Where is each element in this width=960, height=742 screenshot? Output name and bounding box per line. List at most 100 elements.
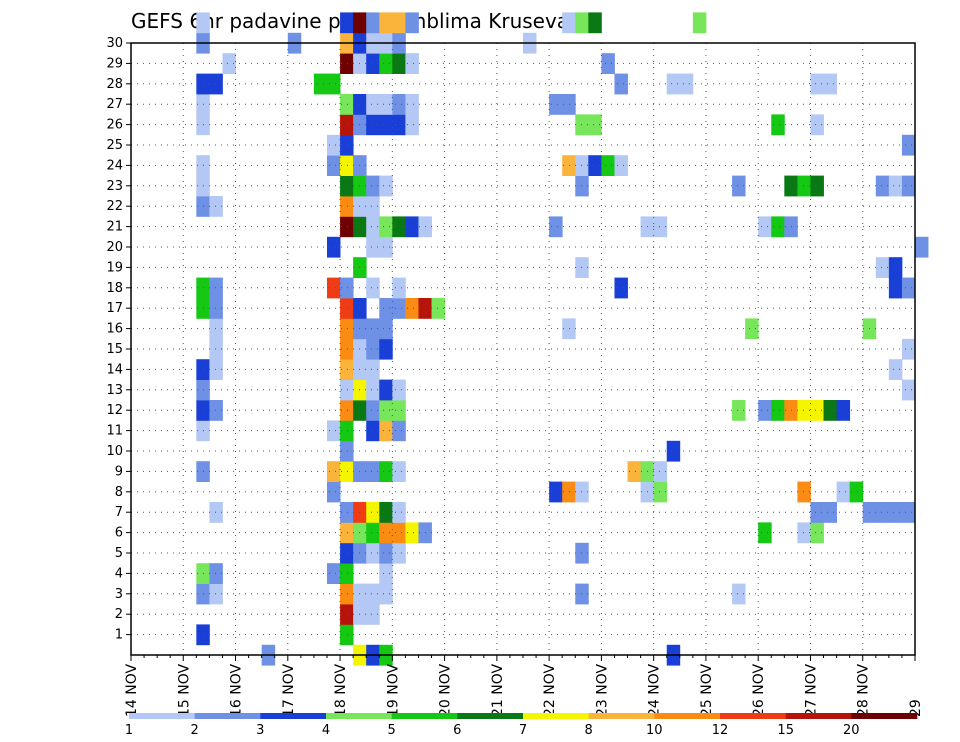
heatmap-cell	[562, 481, 576, 503]
colorbar-label: 6	[453, 723, 461, 738]
heatmap-cell	[366, 236, 380, 258]
heatmap-cell	[340, 420, 354, 442]
heatmap-cell	[379, 236, 393, 258]
colorbar-swatch	[391, 713, 458, 719]
heatmap-cell	[758, 400, 772, 421]
heatmap-cell	[392, 502, 406, 523]
heatmap-cell	[366, 400, 380, 421]
x-tick-label: 21 NOV	[490, 663, 506, 717]
heatmap-cell	[562, 155, 576, 176]
x-tick-label: 17 NOV	[281, 663, 297, 717]
colorbar-label: 5	[388, 723, 396, 738]
heatmap-cell	[340, 53, 354, 74]
heatmap-cell	[392, 298, 406, 319]
colorbar-swatch	[129, 713, 195, 719]
heatmap-cell	[340, 461, 354, 482]
heatmap-cell	[366, 94, 380, 115]
x-tick-label: 28 NOV	[856, 663, 872, 717]
heatmap-cell	[340, 359, 354, 380]
heatmap-cell	[575, 12, 589, 34]
heatmap-cell	[575, 542, 589, 564]
colorbar: 1 2 3 4 5 6 7 8 10 12 15 20	[125, 713, 918, 738]
heatmap-cell	[562, 94, 576, 115]
heatmap-cell	[875, 257, 890, 278]
heatmap-cell	[209, 277, 223, 299]
heatmap-cell	[379, 94, 393, 115]
y-tick-label: 22	[106, 199, 123, 214]
heatmap-cell	[392, 522, 406, 544]
heatmap-cell	[379, 420, 393, 442]
heatmap-cell	[431, 298, 445, 319]
y-tick-label: 20	[106, 240, 123, 255]
y-tick-label: 8	[115, 485, 123, 500]
heatmap-cell	[732, 175, 746, 197]
heatmap-cell	[222, 53, 236, 74]
heatmap-cell	[327, 461, 341, 482]
heatmap-cell	[392, 461, 406, 482]
y-tick-label: 6	[115, 526, 123, 541]
heatmap-cell	[209, 359, 223, 380]
heatmap-cell	[392, 542, 406, 564]
y-tick-label: 5	[115, 546, 123, 561]
heatmap-cell	[340, 318, 354, 340]
heatmap-cell	[627, 461, 641, 482]
heatmap-cell	[549, 94, 563, 115]
heatmap-cell	[327, 155, 341, 176]
y-tick-label: 7	[115, 505, 123, 520]
heatmap-cell	[379, 502, 393, 523]
heatmap-cell	[366, 338, 380, 360]
heatmap-cell	[209, 583, 223, 605]
heatmap-cell	[327, 420, 341, 442]
x-tick-label: 15 NOV	[176, 663, 192, 717]
heatmap-cell	[379, 542, 393, 564]
heatmap-cell	[327, 563, 341, 584]
heatmap-cells	[196, 12, 929, 666]
heatmap-cell	[340, 175, 354, 197]
heatmap-cell	[340, 216, 354, 238]
x-tick-label: 19 NOV	[385, 663, 401, 717]
heatmap-cell	[379, 379, 393, 401]
heatmap-cell	[379, 583, 393, 605]
heatmap-cell	[340, 277, 354, 299]
colorbar-swatch	[720, 713, 786, 719]
heatmap-cell	[562, 12, 576, 34]
heatmap-cell	[405, 94, 419, 115]
colorbar-swatch	[851, 713, 918, 719]
heatmap-cell	[601, 155, 615, 176]
heatmap-cell	[836, 481, 851, 503]
colorbar-swatch	[523, 713, 589, 719]
heatmap-cell	[745, 318, 759, 340]
heatmap-cell	[888, 502, 903, 523]
y-tick-label: 27	[106, 97, 123, 112]
heatmap-cell	[340, 12, 354, 34]
heatmap-cell	[340, 298, 354, 319]
heatmap-cell	[340, 155, 354, 176]
heatmap-cell	[327, 73, 341, 95]
heatmap-cell	[340, 114, 354, 136]
heatmap-cell	[340, 94, 354, 115]
heatmap-cell	[888, 277, 903, 299]
colorbar-label: 15	[777, 723, 794, 738]
colorbar-label: 8	[585, 723, 593, 738]
y-tick-label: 14	[106, 362, 123, 377]
heatmap-cell	[366, 583, 380, 605]
heatmap-cell	[653, 481, 668, 503]
heatmap-cell	[588, 155, 602, 176]
heatmap-cell	[209, 318, 223, 340]
colorbar-label: 10	[646, 723, 663, 738]
heatmap-cell	[327, 134, 341, 156]
heatmap-cell	[771, 400, 785, 421]
heatmap-cell	[405, 216, 419, 238]
y-tick-label: 30	[106, 36, 123, 51]
heatmap-cell	[588, 114, 602, 136]
y-tick-label: 3	[115, 587, 123, 602]
heatmap-cell	[810, 400, 824, 421]
grid-lines	[130, 42, 916, 655]
heatmap-cell	[392, 12, 406, 34]
heatmap-cell	[340, 134, 354, 156]
y-tick-label: 4	[115, 566, 123, 581]
heatmap-cell	[679, 73, 694, 95]
y-tick-label: 16	[106, 322, 123, 337]
heatmap-cell	[379, 318, 393, 340]
colorbar-label: 7	[519, 723, 527, 738]
